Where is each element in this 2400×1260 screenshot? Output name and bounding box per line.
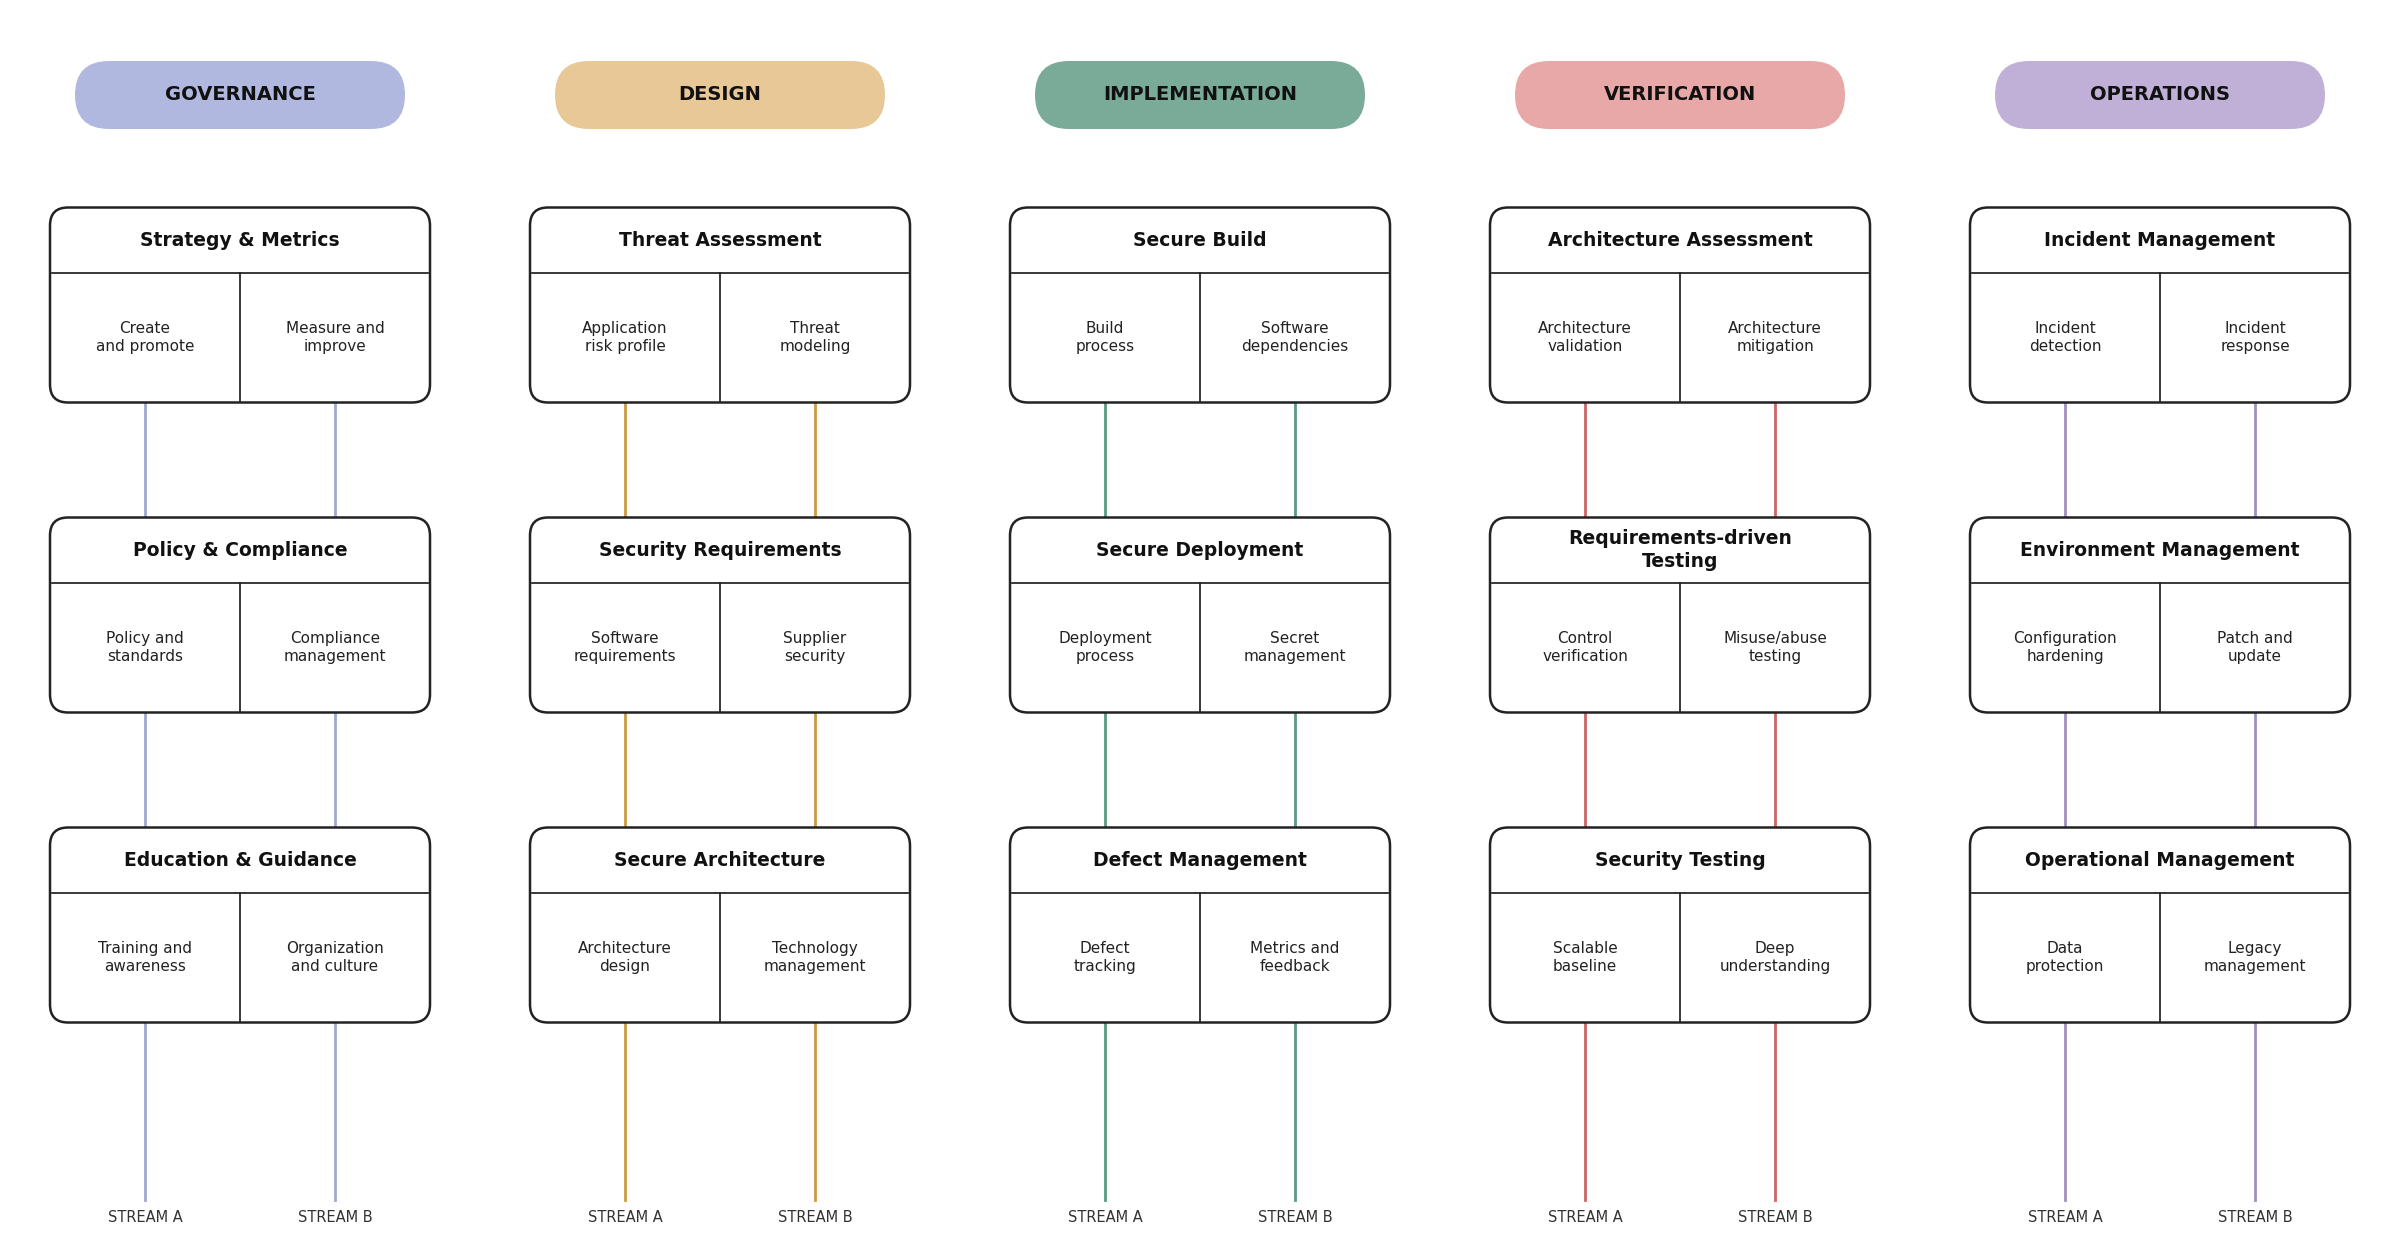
- FancyBboxPatch shape: [1034, 60, 1366, 129]
- Text: Build
process: Build process: [1075, 321, 1135, 354]
- Text: Deployment
process: Deployment process: [1058, 631, 1152, 664]
- Text: Incident Management: Incident Management: [2045, 231, 2275, 249]
- FancyBboxPatch shape: [1970, 518, 2350, 712]
- Text: Defect Management: Defect Management: [1092, 850, 1308, 869]
- Text: GOVERNANCE: GOVERNANCE: [166, 86, 314, 105]
- Text: Supplier
security: Supplier security: [782, 631, 847, 664]
- Text: Education & Guidance: Education & Guidance: [122, 850, 358, 869]
- Text: Architecture Assessment: Architecture Assessment: [1548, 231, 1812, 249]
- Text: Architecture
validation: Architecture validation: [1538, 321, 1632, 354]
- Text: STREAM A: STREAM A: [1548, 1211, 1622, 1226]
- FancyBboxPatch shape: [530, 828, 910, 1023]
- FancyBboxPatch shape: [50, 518, 430, 712]
- Text: Security Requirements: Security Requirements: [598, 541, 842, 559]
- Text: Threat Assessment: Threat Assessment: [619, 231, 821, 249]
- Text: STREAM B: STREAM B: [298, 1211, 372, 1226]
- Text: Application
risk profile: Application risk profile: [583, 321, 667, 354]
- Text: Architecture
mitigation: Architecture mitigation: [1728, 321, 1822, 354]
- FancyBboxPatch shape: [1010, 208, 1390, 402]
- Text: STREAM A: STREAM A: [1068, 1211, 1142, 1226]
- Text: Policy & Compliance: Policy & Compliance: [132, 541, 348, 559]
- FancyBboxPatch shape: [1490, 518, 1870, 712]
- Text: Scalable
baseline: Scalable baseline: [1553, 941, 1618, 974]
- FancyBboxPatch shape: [1010, 518, 1390, 712]
- FancyBboxPatch shape: [1994, 60, 2326, 129]
- Text: STREAM B: STREAM B: [1258, 1211, 1332, 1226]
- Text: Incident
response: Incident response: [2220, 321, 2290, 354]
- FancyBboxPatch shape: [1970, 208, 2350, 402]
- Text: Organization
and culture: Organization and culture: [286, 941, 384, 974]
- Text: Control
verification: Control verification: [1543, 631, 1627, 664]
- Text: Legacy
management: Legacy management: [2203, 941, 2306, 974]
- Text: Patch and
update: Patch and update: [2218, 631, 2292, 664]
- Text: Security Testing: Security Testing: [1594, 850, 1766, 869]
- Text: IMPLEMENTATION: IMPLEMENTATION: [1104, 86, 1296, 105]
- Text: Software
requirements: Software requirements: [574, 631, 677, 664]
- Text: Architecture
design: Architecture design: [578, 941, 672, 974]
- FancyBboxPatch shape: [1514, 60, 1846, 129]
- FancyBboxPatch shape: [1490, 208, 1870, 402]
- Text: Secure Architecture: Secure Architecture: [614, 850, 826, 869]
- Text: STREAM B: STREAM B: [778, 1211, 852, 1226]
- Text: Create
and promote: Create and promote: [96, 321, 194, 354]
- Text: OPERATIONS: OPERATIONS: [2090, 86, 2230, 105]
- Text: STREAM A: STREAM A: [2028, 1211, 2102, 1226]
- Text: STREAM A: STREAM A: [588, 1211, 662, 1226]
- Text: Defect
tracking: Defect tracking: [1073, 941, 1135, 974]
- Text: STREAM B: STREAM B: [2218, 1211, 2292, 1226]
- Text: Compliance
management: Compliance management: [283, 631, 386, 664]
- FancyBboxPatch shape: [50, 828, 430, 1023]
- Text: Secure Build: Secure Build: [1133, 231, 1267, 249]
- FancyBboxPatch shape: [530, 208, 910, 402]
- Text: Software
dependencies: Software dependencies: [1241, 321, 1349, 354]
- Text: DESIGN: DESIGN: [679, 86, 761, 105]
- Text: Environment Management: Environment Management: [2021, 541, 2299, 559]
- FancyBboxPatch shape: [1490, 828, 1870, 1023]
- Text: Operational Management: Operational Management: [2026, 850, 2294, 869]
- FancyBboxPatch shape: [530, 518, 910, 712]
- FancyBboxPatch shape: [1010, 828, 1390, 1023]
- Text: Secure Deployment: Secure Deployment: [1097, 541, 1303, 559]
- Text: STREAM A: STREAM A: [108, 1211, 182, 1226]
- Text: Secret
management: Secret management: [1243, 631, 1346, 664]
- Text: Data
protection: Data protection: [2026, 941, 2105, 974]
- Text: Misuse/abuse
testing: Misuse/abuse testing: [1723, 631, 1826, 664]
- Text: Technology
management: Technology management: [763, 941, 866, 974]
- Text: STREAM B: STREAM B: [1738, 1211, 1812, 1226]
- Text: Incident
detection: Incident detection: [2028, 321, 2102, 354]
- Text: Strategy & Metrics: Strategy & Metrics: [139, 231, 341, 249]
- Text: Threat
modeling: Threat modeling: [780, 321, 850, 354]
- Text: VERIFICATION: VERIFICATION: [1603, 86, 1757, 105]
- Text: Configuration
hardening: Configuration hardening: [2014, 631, 2117, 664]
- FancyBboxPatch shape: [554, 60, 886, 129]
- FancyBboxPatch shape: [74, 60, 406, 129]
- Text: Deep
understanding: Deep understanding: [1718, 941, 1831, 974]
- Text: Metrics and
feedback: Metrics and feedback: [1250, 941, 1339, 974]
- Text: Requirements-driven
Testing: Requirements-driven Testing: [1567, 529, 1793, 571]
- Text: Measure and
improve: Measure and improve: [286, 321, 384, 354]
- Text: Policy and
standards: Policy and standards: [106, 631, 185, 664]
- FancyBboxPatch shape: [50, 208, 430, 402]
- FancyBboxPatch shape: [1970, 828, 2350, 1023]
- Text: Training and
awareness: Training and awareness: [98, 941, 192, 974]
